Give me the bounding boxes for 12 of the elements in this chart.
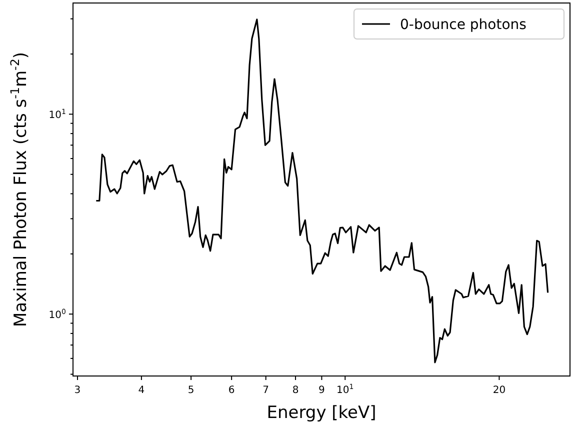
x-tick-label: 7 bbox=[262, 385, 270, 396]
x-tick-label: 4 bbox=[138, 385, 145, 396]
y-tick-label: 10$^{0}$ bbox=[48, 308, 66, 322]
x-tick-label: 20 bbox=[492, 385, 506, 396]
x-tick-label: 3 bbox=[74, 385, 81, 396]
x-tick-label: 9 bbox=[318, 385, 325, 396]
x-tick-label: 8 bbox=[292, 385, 299, 396]
x-tick-label: 6 bbox=[228, 385, 235, 396]
x-tick-label: 5 bbox=[188, 385, 194, 396]
x-axis-title: Energy [keV] bbox=[266, 403, 376, 423]
legend-label: 0-bounce photons bbox=[400, 17, 526, 33]
x-tick-label: 10$^{1}$ bbox=[336, 383, 354, 396]
